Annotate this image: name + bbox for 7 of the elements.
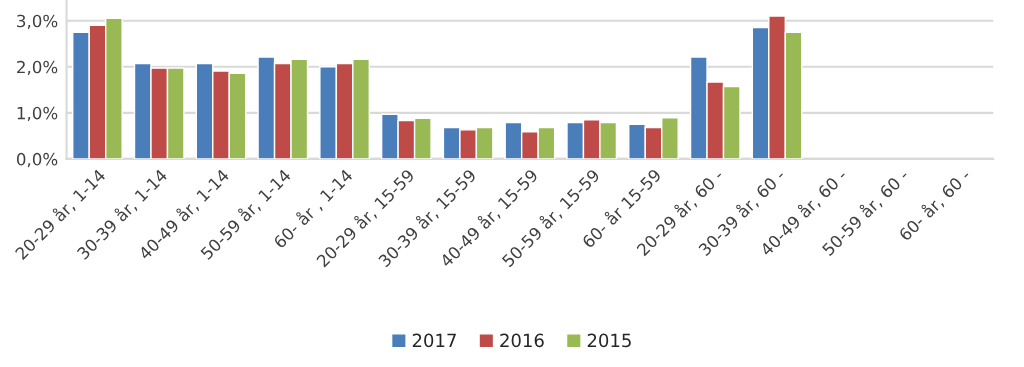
y-tick-label: 0,0% — [16, 152, 58, 168]
y-tick-label: 1,0% — [17, 106, 58, 122]
legend-label: 2015 — [587, 333, 631, 348]
legend-label: 2016 — [500, 333, 544, 348]
y-tick-label: 3,0% — [17, 14, 58, 29]
y-tick-label: 2,0% — [17, 60, 58, 76]
legend-label: 2017 — [412, 333, 456, 348]
